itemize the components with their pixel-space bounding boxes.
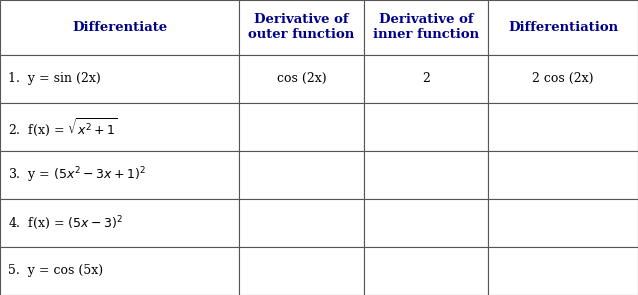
Bar <box>0 103 239 151</box>
Text: 2.  f(x) = $\sqrt{x^2+1}$: 2. f(x) = $\sqrt{x^2+1}$ <box>8 116 117 138</box>
Bar <box>239 0 364 55</box>
Bar <box>239 103 364 151</box>
Bar <box>0 199 239 247</box>
Text: Differentiate: Differentiate <box>72 21 167 34</box>
Text: Derivative of
outer function: Derivative of outer function <box>248 13 355 41</box>
Bar <box>364 247 488 295</box>
Bar <box>364 199 488 247</box>
Bar <box>0 151 239 199</box>
Bar <box>364 103 488 151</box>
Bar <box>488 199 638 247</box>
Bar <box>239 55 364 103</box>
Text: cos (2x): cos (2x) <box>277 72 326 85</box>
Bar <box>364 55 488 103</box>
Bar <box>0 0 239 55</box>
Bar <box>488 103 638 151</box>
Text: 1.  y = sin (2x): 1. y = sin (2x) <box>8 72 100 85</box>
Text: 4.  f(x) = $(5x - 3)^2$: 4. f(x) = $(5x - 3)^2$ <box>8 214 122 232</box>
Bar <box>488 151 638 199</box>
Text: Differentiation: Differentiation <box>508 21 618 34</box>
Bar <box>239 247 364 295</box>
Bar <box>0 55 239 103</box>
Text: 2: 2 <box>422 72 430 85</box>
Text: Derivative of
inner function: Derivative of inner function <box>373 13 479 41</box>
Bar <box>488 247 638 295</box>
Text: 5.  y = cos (5x): 5. y = cos (5x) <box>8 264 103 278</box>
Text: 2 cos (2x): 2 cos (2x) <box>532 72 594 85</box>
Bar <box>364 151 488 199</box>
Bar <box>0 247 239 295</box>
Bar <box>488 55 638 103</box>
Bar <box>488 0 638 55</box>
Bar <box>239 151 364 199</box>
Bar <box>239 199 364 247</box>
Text: 3.  y = $(5x^2 - 3x + 1)^2$: 3. y = $(5x^2 - 3x + 1)^2$ <box>8 165 145 185</box>
Bar <box>364 0 488 55</box>
